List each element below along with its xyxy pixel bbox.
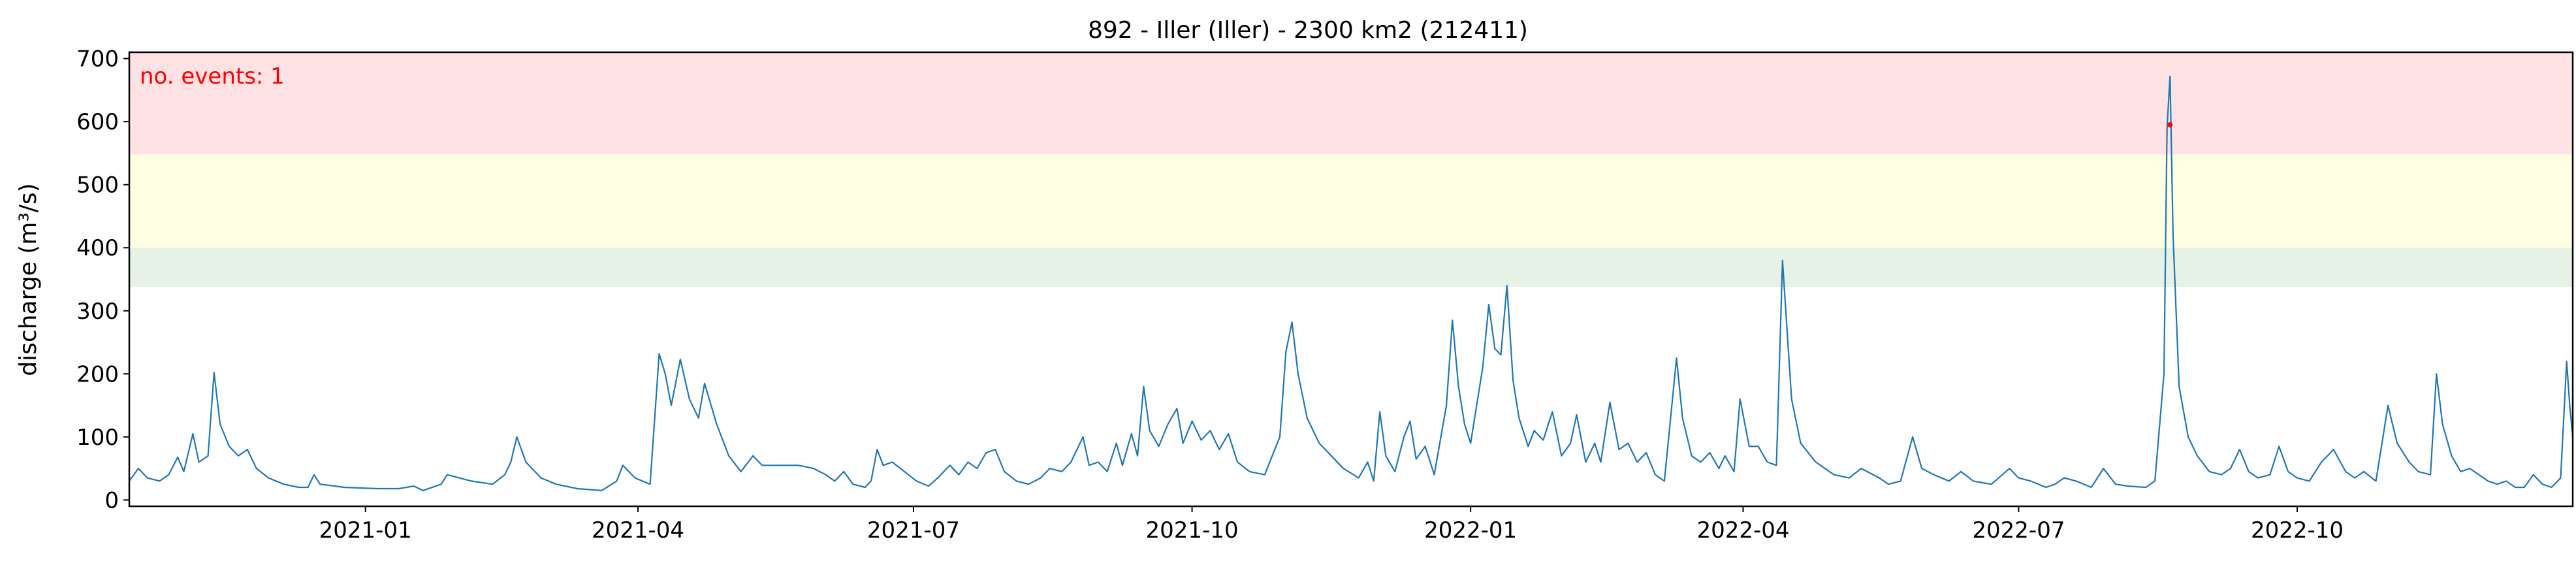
plot-frame: [128, 51, 2574, 508]
threshold-band-0: [129, 248, 2573, 287]
x-tick-label-7: 2022-10: [2251, 517, 2344, 544]
x-tick-label-6: 2022-07: [1972, 517, 2065, 544]
threshold-bands: [129, 52, 2573, 287]
y-axis: 0 100 200 300 400 500 600 700: [76, 46, 129, 513]
y-tick-label-0: 0: [104, 487, 119, 513]
events-annotation: no. events: 1: [140, 63, 285, 89]
y-tick-label-500: 500: [76, 172, 119, 199]
event-markers: [2167, 122, 2173, 128]
x-tick-label-0: 2021-01: [319, 517, 412, 544]
y-tick-label-400: 400: [76, 235, 119, 261]
discharge-series-line: [129, 75, 2574, 491]
x-tick-label-5: 2022-04: [1696, 517, 1789, 544]
x-tick-label-4: 2022-01: [1424, 517, 1517, 544]
x-axis: 2021-01 2021-04 2021-07 2021-10 2022-01 2022-…: [319, 506, 2344, 544]
series-group: [129, 75, 2574, 491]
y-tick-label-600: 600: [76, 109, 119, 135]
threshold-band-1: [129, 154, 2573, 248]
event-marker-0: [2167, 122, 2173, 128]
x-tick-label-2: 2021-07: [867, 517, 960, 544]
x-tick-label-3: 2021-10: [1146, 517, 1239, 544]
y-tick-label-300: 300: [76, 299, 119, 325]
y-axis-label: discharge (m³/s): [15, 183, 42, 376]
x-tick-label-1: 2021-04: [592, 517, 684, 544]
y-tick-label-700: 700: [76, 46, 119, 73]
chart-title: 892 - Iller (Iller) - 2300 km2 (212411): [1088, 17, 1528, 44]
threshold-band-2: [129, 52, 2573, 155]
y-tick-label-100: 100: [76, 425, 119, 451]
y-tick-label-200: 200: [76, 361, 119, 387]
